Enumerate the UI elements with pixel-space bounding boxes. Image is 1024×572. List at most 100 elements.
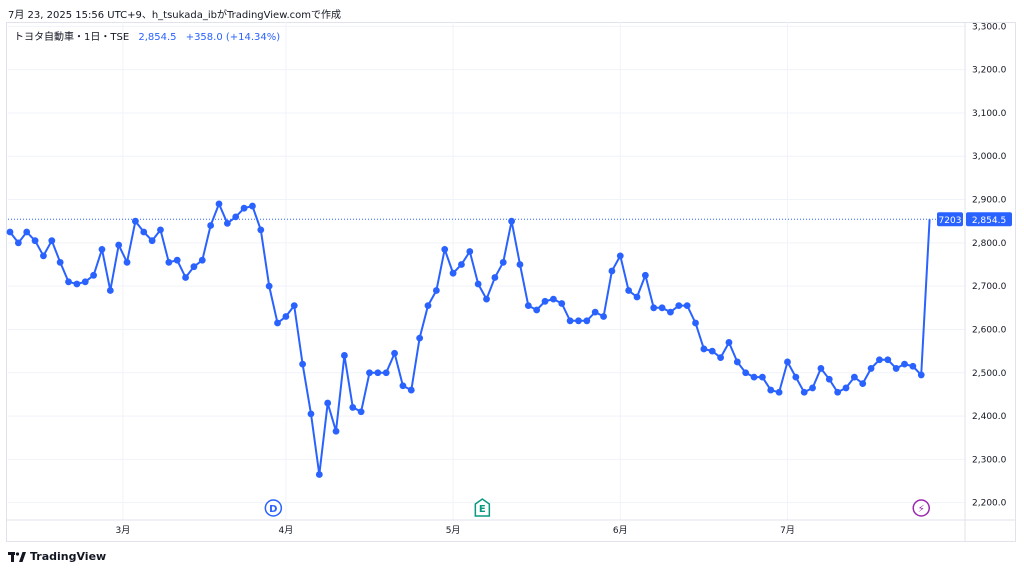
- price-point: [165, 258, 173, 266]
- price-point: [516, 261, 524, 268]
- dividend-icon[interactable]: D: [264, 499, 283, 517]
- price-point: [800, 388, 808, 396]
- price-point: [106, 287, 114, 294]
- price-point: [566, 317, 574, 325]
- last-price-tag: 2,854.5: [966, 212, 1012, 227]
- y-tick-label: 2,200.0: [972, 499, 1007, 509]
- tradingview-logo[interactable]: TradingView: [8, 550, 106, 563]
- price-point: [249, 202, 256, 210]
- price-point: [215, 200, 223, 208]
- price-point: [608, 267, 616, 275]
- price-point: [40, 252, 47, 260]
- price-point: [692, 319, 699, 327]
- price-point: [474, 280, 482, 288]
- price-point: [850, 373, 858, 381]
- svg-text:⚡: ⚡: [918, 504, 925, 515]
- price-point: [759, 373, 766, 381]
- y-tick-label: 2,800.0: [972, 239, 1007, 249]
- price-point: [600, 313, 607, 320]
- price-point: [491, 274, 499, 281]
- price-point: [625, 287, 633, 294]
- price-point: [892, 365, 900, 372]
- price-point: [349, 404, 357, 411]
- price-point: [909, 362, 917, 370]
- y-tick-label: 2,400.0: [972, 412, 1007, 422]
- price-point: [667, 308, 674, 316]
- price-point: [641, 271, 649, 279]
- event-markers: D E ⚡: [264, 498, 930, 517]
- price-point: [315, 471, 323, 478]
- price-point: [290, 302, 298, 310]
- lightning-icon[interactable]: ⚡: [912, 499, 930, 517]
- price-point: [901, 360, 908, 368]
- price-point: [917, 371, 925, 379]
- price-point: [441, 245, 449, 253]
- price-point: [775, 388, 783, 396]
- y-tick-label: 3,100.0: [972, 109, 1007, 119]
- price-point: [859, 380, 867, 387]
- price-point: [23, 228, 31, 236]
- ticker-tag: 7203: [937, 212, 963, 227]
- price-point: [683, 302, 691, 310]
- earnings-icon[interactable]: E: [474, 498, 491, 517]
- y-tick-label: 3,200.0: [972, 66, 1007, 76]
- price-point: [56, 258, 64, 266]
- price-point: [132, 217, 139, 225]
- x-tick-label: 4月: [279, 525, 294, 536]
- price-point: [416, 334, 424, 342]
- chart-frame: [6, 22, 1016, 542]
- price-point: [466, 248, 474, 255]
- price-point: [382, 369, 390, 377]
- price-point: [725, 339, 733, 346]
- price-point: [792, 373, 800, 381]
- x-tick-label: 7月: [780, 525, 795, 536]
- price-point: [809, 384, 816, 392]
- price-point: [207, 222, 215, 229]
- price-point: [65, 278, 72, 286]
- price-point: [391, 349, 398, 357]
- price-point: [876, 356, 883, 364]
- price-point: [483, 295, 490, 303]
- price-point: [6, 228, 14, 236]
- price-point: [173, 256, 181, 264]
- price-point: [591, 308, 599, 316]
- price-point: [98, 245, 106, 253]
- price-point: [784, 358, 791, 366]
- price-point: [658, 304, 666, 312]
- price-point: [374, 369, 382, 377]
- brand-name: TradingView: [30, 550, 107, 563]
- grid-lines: [8, 22, 965, 520]
- price-point: [508, 217, 515, 225]
- symbol-legend[interactable]: トヨタ自動車・1日・TSE 2,854.5 +358.0 (+14.34%): [14, 28, 280, 43]
- y-tick-label: 3,000.0: [972, 152, 1007, 162]
- svg-text:E: E: [479, 504, 486, 515]
- price-points: [6, 200, 925, 478]
- price-tags: 7203 2,854.5: [937, 212, 1012, 227]
- price-point: [232, 213, 240, 221]
- price-point: [299, 360, 306, 368]
- price-point: [817, 365, 825, 372]
- price-point: [265, 282, 273, 290]
- price-point: [73, 280, 81, 288]
- y-tick-label: 2,600.0: [972, 325, 1007, 335]
- price-point: [524, 302, 532, 310]
- price-point: [157, 226, 164, 234]
- price-series-line: [9, 201, 931, 475]
- price-point: [366, 369, 373, 377]
- price-point: [424, 302, 432, 310]
- price-point: [733, 358, 741, 366]
- price-point: [48, 237, 56, 245]
- price-point: [198, 256, 206, 264]
- time-axis: 3月 4月 5月 6月 7月: [6, 519, 1016, 536]
- price-point: [282, 313, 290, 320]
- last-price: 2,854.5: [138, 32, 177, 43]
- price-point: [240, 204, 248, 212]
- price-point: [458, 261, 465, 268]
- price-point: [633, 293, 641, 301]
- y-tick-label: 2,500.0: [972, 369, 1007, 379]
- svg-text:7203: 7203: [939, 216, 962, 226]
- price-point: [274, 319, 281, 327]
- tradingview-logo-icon: [8, 551, 26, 562]
- price-point: [650, 304, 658, 312]
